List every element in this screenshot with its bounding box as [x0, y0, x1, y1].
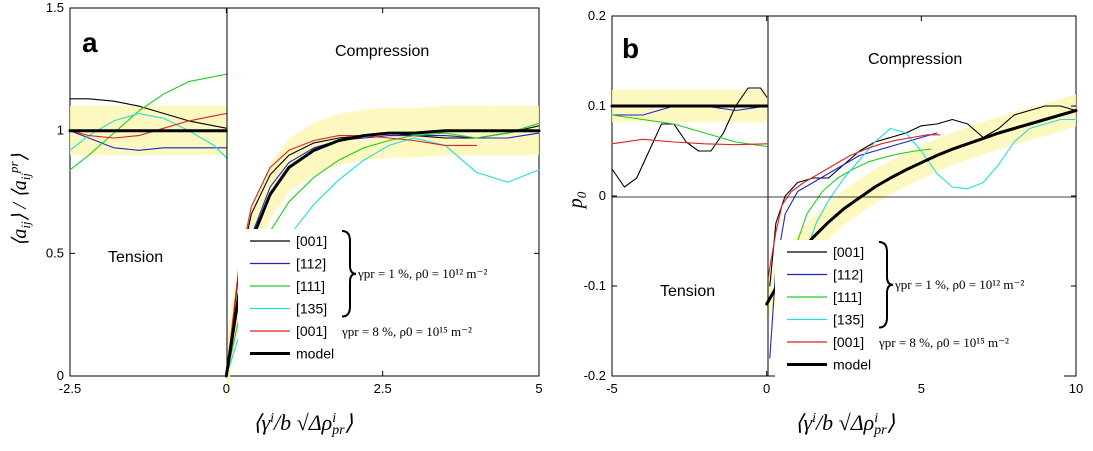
legend-label-b-0: [001]: [833, 244, 864, 260]
legend-label-b-1: [112]: [833, 267, 863, 283]
legend-b: [001] [112] [111] [135] [001] model γpr = 1 %,…: [775, 240, 1064, 381]
plot-frame-a: [69, 7, 540, 377]
region-tension-b: Tension: [660, 283, 715, 300]
legend-brace-a: [341, 230, 357, 318]
series-line-a-3: [69, 112, 227, 159]
series-line-a-2: [69, 73, 227, 171]
y-tick-label-b-2: 0: [599, 188, 606, 203]
y-tick-label-a-0: 0: [57, 368, 64, 383]
x-tick-label-b-0: -5: [606, 381, 618, 396]
region-tension-a: Tension: [108, 249, 163, 266]
series-line-a-1: [69, 130, 227, 151]
panel-label-a: a: [82, 27, 98, 58]
series-line-a-10: [225, 135, 478, 377]
legend-label-a-3: [135]: [296, 301, 327, 317]
legend-box-b: [775, 240, 1064, 381]
x-tick-label-a-0: -2.5: [59, 381, 81, 396]
x-tick-label-a-3: 5: [535, 381, 542, 396]
x-tick-label-b-2: 5: [918, 381, 925, 396]
y-axis-label-b: p0: [565, 191, 589, 210]
x-tick-label-b-3: 10: [1069, 381, 1083, 396]
legend-a: [001] [112] [111] [135] [001] model γpr = 1 %,…: [238, 229, 527, 370]
series-line-b-2: [611, 114, 768, 148]
series-line-a-0: [69, 98, 227, 129]
y-tick-label-b-0: -0.2: [584, 368, 606, 383]
y-tick-label-a-3: 1.5: [46, 0, 64, 15]
legend-box-a: [238, 229, 527, 370]
legend-label-b-4: [001]: [833, 334, 864, 350]
condition-label-2-b: γpr = 8 %, ρ0 = 10¹⁵ m⁻²: [878, 335, 1009, 350]
series-line-b-0: [611, 87, 768, 188]
legend-label-a-5: model: [296, 346, 334, 362]
y-axis-label-a: ⟨aij⟩ / ⟨aijpr⟩: [6, 153, 33, 246]
condition-label-1-a: γpr = 1 %, ρ0 = 10¹² m⁻²: [357, 266, 487, 281]
series-lines-b: [610, 87, 1078, 377]
series-line-b-9: [767, 134, 941, 278]
legend-label-b-3: [135]: [833, 312, 864, 328]
series-line-b-10: [765, 109, 1078, 306]
region-compression-a: Compression: [335, 43, 429, 60]
axis-ticks-a: 00.511.5-2.5 0 2.5 5: [46, 0, 543, 396]
chart-panel-a: a Compression Tension 00.511.5-2.5 0 2.5 5 …: [6, 0, 543, 438]
series-line-b-8: [787, 118, 1077, 377]
y-tick-label-b-3: 0.1: [588, 98, 606, 113]
x-axis-label-a: ⟨γi/b √Δρi pr⟩: [253, 410, 354, 438]
legend-label-a-0: [001]: [296, 233, 327, 249]
y-tick-label-b-4: 0.2: [588, 8, 606, 23]
legend-label-a-1: [112]: [296, 256, 326, 272]
y-tick-label-b-1: -0.1: [584, 278, 606, 293]
panel-label-b: b: [622, 33, 639, 64]
y-tick-label-a-1: 0.5: [46, 245, 64, 260]
region-compression-b: Compression: [868, 51, 962, 68]
series-line-b-6: [769, 132, 938, 359]
chart-panel-b: b Compression Tension -0.2 -0.1 0 0.1 0.2 -5 0…: [565, 8, 1083, 438]
legend-label-a-4: [001]: [296, 323, 327, 339]
series-line-b-3: [611, 138, 768, 146]
legend-brace-b: [878, 241, 894, 329]
x-tick-label-b-1: 0: [763, 381, 770, 396]
legend-label-b-2: [111]: [833, 289, 862, 305]
y-tick-label-a-2: 1: [57, 123, 64, 138]
legend-label-b-5: model: [833, 357, 871, 373]
axis-ticks-b: -0.2 -0.1 0 0.1 0.2 -5 0 5 10: [584, 8, 1084, 396]
x-tick-label-a-2: 2.5: [374, 381, 392, 396]
series-line-b-5: [769, 105, 1077, 287]
x-axis-label-b: ⟨γi/b √Δρi pr⟩: [795, 410, 896, 438]
condition-label-1-b: γpr = 1 %, ρ0 = 10¹² m⁻²: [894, 277, 1024, 292]
condition-label-2-a: γpr = 8 %, ρ0 = 10¹⁵ m⁻²: [341, 324, 472, 339]
uncertainty-band-a-1: [226, 105, 540, 401]
legend-label-a-2: [111]: [296, 278, 325, 294]
uncertainty-band-b-1: [766, 94, 1076, 321]
x-tick-label-a-1: 0: [223, 381, 230, 396]
